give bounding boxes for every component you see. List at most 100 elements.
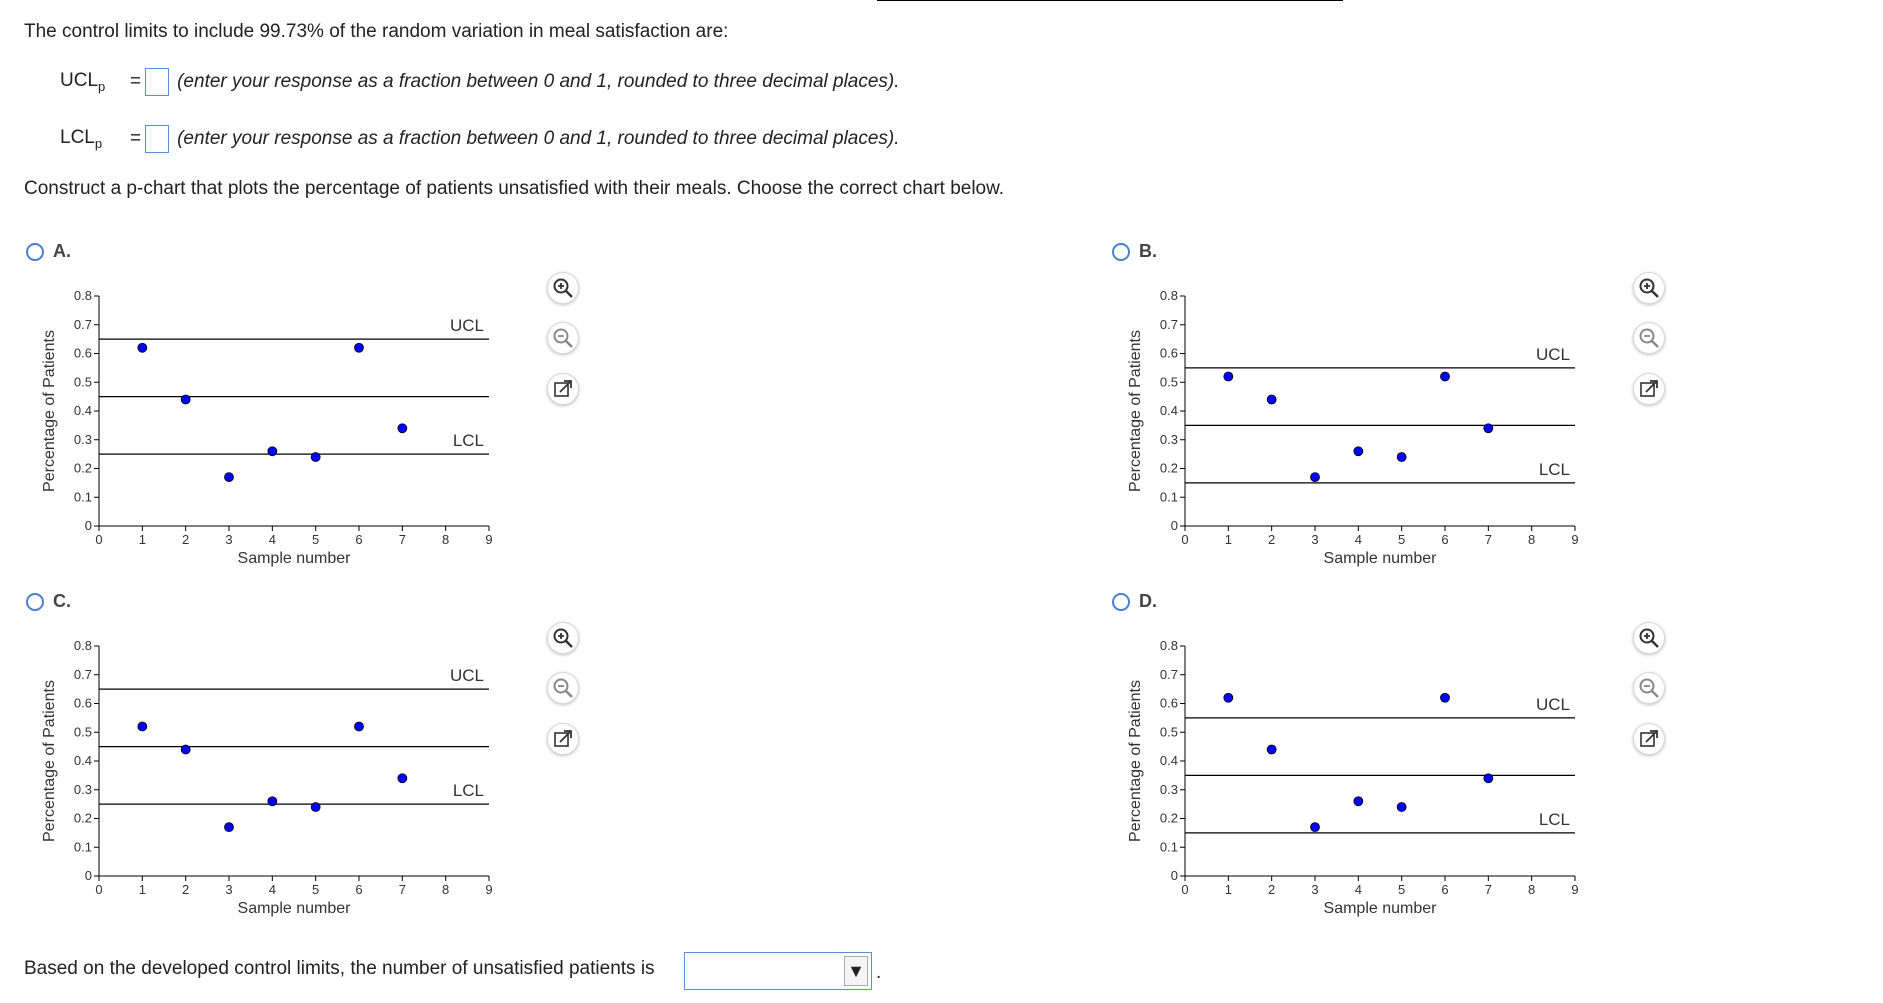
x-axis-label: Sample number xyxy=(238,900,352,917)
x-axis-label: Sample number xyxy=(1324,550,1438,567)
zoom-out-button-c[interactable] xyxy=(547,672,579,704)
ucl-line-label: UCL xyxy=(1536,695,1570,714)
y-tick-label: 0 xyxy=(1171,518,1178,533)
option-b[interactable]: B. xyxy=(1112,241,1157,262)
data-point xyxy=(397,773,408,784)
x-axis-label: Sample number xyxy=(1324,900,1438,917)
y-tick-label: 0.4 xyxy=(1160,753,1178,768)
zoom-in-button-b[interactable] xyxy=(1633,272,1665,304)
x-tick-label: 3 xyxy=(1311,882,1318,897)
y-tick-label: 0.8 xyxy=(74,288,92,303)
x-tick-label: 8 xyxy=(1528,882,1535,897)
x-tick-label: 0 xyxy=(95,882,102,897)
x-tick-label: 4 xyxy=(1355,882,1362,897)
y-tick-label: 0.6 xyxy=(1160,696,1178,711)
y-tick-label: 0.1 xyxy=(74,489,92,504)
x-tick-label: 5 xyxy=(1398,532,1405,547)
y-tick-label: 0.2 xyxy=(1160,461,1178,476)
data-point xyxy=(1266,744,1277,755)
option-b-label: B. xyxy=(1139,241,1157,261)
y-tick-label: 0 xyxy=(1171,868,1178,883)
x-tick-label: 5 xyxy=(1398,882,1405,897)
zoom-in-button-c[interactable] xyxy=(547,622,579,654)
y-tick-label: 0.7 xyxy=(1160,667,1178,682)
x-tick-label: 9 xyxy=(1571,882,1578,897)
zoom-out-icon xyxy=(553,328,573,348)
y-tick-label: 0.8 xyxy=(1160,288,1178,303)
x-tick-label: 6 xyxy=(355,882,362,897)
data-point xyxy=(1310,472,1320,483)
radio-b[interactable] xyxy=(1112,242,1130,261)
option-d[interactable]: D. xyxy=(1112,591,1157,612)
data-point xyxy=(1483,773,1494,784)
zoom-in-button-a[interactable] xyxy=(547,272,579,304)
option-a[interactable]: A. xyxy=(26,241,71,262)
data-point xyxy=(1310,822,1320,833)
x-tick-label: 3 xyxy=(1311,532,1318,547)
x-tick-label: 2 xyxy=(1268,882,1275,897)
radio-c[interactable] xyxy=(26,592,44,611)
ucl-answer-input[interactable] xyxy=(145,68,170,96)
lcl-line-label: LCL xyxy=(453,781,484,800)
y-axis-label: Percentage of Patients xyxy=(41,330,58,492)
popout-button-c[interactable] xyxy=(547,723,579,755)
y-tick-label: 0.6 xyxy=(74,696,92,711)
y-tick-label: 0.3 xyxy=(74,782,92,797)
option-d-label: D. xyxy=(1139,591,1157,611)
x-tick-label: 2 xyxy=(1268,532,1275,547)
data-point xyxy=(354,721,364,732)
zoom-in-button-d[interactable] xyxy=(1633,622,1665,654)
data-point xyxy=(1396,452,1407,462)
zoom-out-button-b[interactable] xyxy=(1633,322,1665,354)
y-tick-label: 0.1 xyxy=(1160,489,1178,504)
dropdown-arrow-icon[interactable]: ▼ xyxy=(844,956,868,986)
data-point xyxy=(180,744,191,755)
zoom-out-button-a[interactable] xyxy=(547,322,579,354)
lcl-answer-input[interactable] xyxy=(145,125,170,153)
x-tick-label: 8 xyxy=(442,532,449,547)
y-tick-label: 0.5 xyxy=(74,724,92,739)
zoom-out-button-d[interactable] xyxy=(1633,672,1665,704)
y-tick-label: 0.3 xyxy=(74,432,92,447)
ucl-instruction: (enter your response as a fraction betwe… xyxy=(177,71,900,92)
x-tick-label: 7 xyxy=(1485,882,1492,897)
radio-d[interactable] xyxy=(1112,592,1130,611)
lcl-line-label: LCL xyxy=(1539,460,1570,479)
y-tick-label: 0.1 xyxy=(1160,839,1178,854)
chart-a: 0 0.1 0.2 0.3 0.4 0.5 0.6 0.7 0.8 0 1 2 3 4 5 6 7 8 9 Sampl… xyxy=(41,288,493,567)
popout-button-a[interactable] xyxy=(547,373,579,405)
y-tick-label: 0.8 xyxy=(1160,638,1178,653)
popout-icon xyxy=(1640,380,1658,397)
unsatisfied-dropdown[interactable]: ▼ xyxy=(684,952,872,990)
popout-button-b[interactable] xyxy=(1633,373,1665,405)
data-point xyxy=(310,452,321,462)
y-axis-label: Percentage of Patients xyxy=(41,680,58,842)
x-tick-label: 6 xyxy=(1441,882,1448,897)
x-tick-label: 9 xyxy=(1571,532,1578,547)
y-tick-label: 0.4 xyxy=(74,403,92,418)
zoom-out-icon xyxy=(1639,678,1659,698)
x-tick-label: 0 xyxy=(95,532,102,547)
popout-icon xyxy=(1640,730,1658,747)
y-tick-label: 0.1 xyxy=(74,839,92,854)
x-tick-label: 1 xyxy=(1225,532,1232,547)
x-tick-label: 0 xyxy=(1181,882,1188,897)
radio-a[interactable] xyxy=(26,242,44,261)
data-point xyxy=(137,342,148,353)
x-tick-label: 1 xyxy=(139,882,146,897)
data-point xyxy=(1396,802,1407,812)
popout-button-d[interactable] xyxy=(1633,723,1665,755)
y-tick-label: 0.4 xyxy=(74,753,92,768)
x-axis-label: Sample number xyxy=(238,550,352,567)
data-point xyxy=(1223,692,1234,703)
x-tick-label: 9 xyxy=(485,882,492,897)
lcl-equals: = xyxy=(130,128,142,149)
x-tick-label: 2 xyxy=(182,532,189,547)
zoom-in-icon xyxy=(1639,278,1659,298)
option-c[interactable]: C. xyxy=(26,591,71,612)
final-question: Based on the developed control limits, t… xyxy=(24,958,655,979)
ucl-line-label: UCL xyxy=(1536,345,1570,364)
lcl-label: LCLp xyxy=(60,127,103,151)
y-tick-label: 0.2 xyxy=(74,811,92,826)
top-divider xyxy=(877,0,1343,1)
